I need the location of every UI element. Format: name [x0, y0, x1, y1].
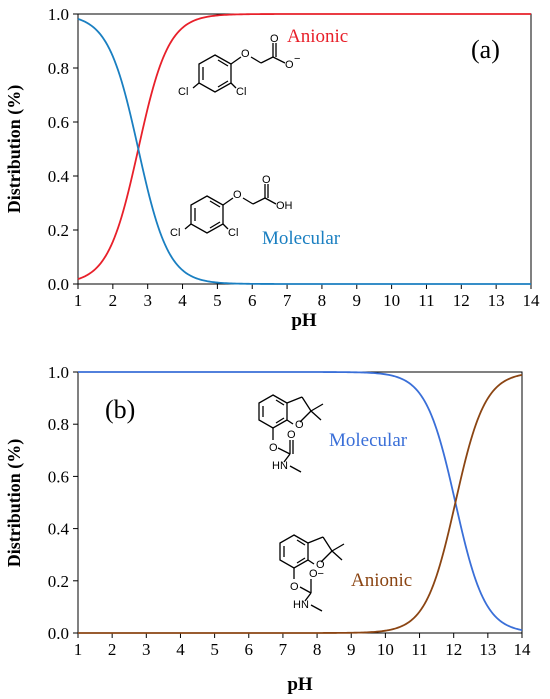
ticks-a: 1 2 3 4 5 6 7 8 9 10 11 12 13 140.00.20.40.60.81.0	[48, 5, 540, 310]
x-tick-label: 12	[453, 291, 470, 310]
atom-label: OH	[276, 200, 293, 212]
x-tick-label: 12	[445, 640, 462, 659]
x-axis-label-b: pH	[287, 674, 313, 695]
y-tick-label: 0.6	[48, 467, 69, 486]
y-tick-label: 0.2	[48, 221, 69, 240]
atom-label: O	[295, 419, 304, 431]
series-label-molecular-a: Molecular	[262, 228, 341, 249]
x-tick-label: 1	[74, 291, 83, 310]
x-tick-label: 1	[74, 640, 83, 659]
x-axis-label-a: pH	[291, 310, 317, 331]
x-tick-label: 6	[248, 291, 257, 310]
x-tick-label: 5	[210, 640, 219, 659]
x-tick-label: 3	[143, 291, 152, 310]
x-tick-label: 11	[411, 640, 427, 659]
atom-label: Cl	[178, 86, 188, 98]
atom-label: Cl	[228, 227, 238, 239]
y-tick-label: 1.0	[48, 363, 69, 382]
x-tick-label: 7	[283, 291, 292, 310]
series-line-molecular-b	[78, 371, 523, 631]
x-tick-label: 13	[488, 291, 505, 310]
atom-label: O	[233, 189, 242, 201]
structure-molecular-a: O O OH Cl Cl	[170, 174, 293, 239]
x-tick-label: 6	[245, 640, 254, 659]
y-tick-label: 0.0	[48, 275, 69, 294]
x-tick-label: 13	[479, 640, 496, 659]
y-tick-label: 1.0	[48, 5, 69, 24]
atom-label: O	[290, 581, 299, 593]
chart-b: 1 2 3 4 5 6 7 8 9 10 11 12 13 140.00.20.40.60.81.0 (b…	[4, 363, 531, 695]
atom-label: O	[316, 559, 325, 571]
series-line-anionic-a	[77, 13, 531, 280]
chart-a: 1 2 3 4 5 6 7 8 9 10 11 12 13 140.00.20.40.60.81.0 (a…	[4, 5, 540, 331]
y-tick-label: 0.8	[48, 59, 69, 78]
y-axis-label-b: Distribution (%)	[4, 439, 25, 568]
atom-charge: O−	[309, 568, 324, 580]
y-tick-label: 0.0	[48, 624, 69, 643]
x-tick-label: 10	[383, 291, 400, 310]
x-tick-label: 7	[279, 640, 288, 659]
structure-anionic-a: O O O − Cl Cl	[178, 33, 300, 98]
atom-label: Cl	[236, 86, 246, 98]
x-tick-label: 14	[514, 640, 532, 659]
y-tick-label: 0.2	[48, 572, 69, 591]
x-tick-label: 4	[178, 291, 187, 310]
atom-label: HN	[293, 599, 309, 611]
x-tick-label: 4	[176, 640, 185, 659]
x-tick-label: 9	[353, 291, 362, 310]
series-line-molecular-a	[77, 18, 531, 285]
series-label-anionic-a: Anionic	[287, 26, 348, 47]
y-tick-label: 0.4	[48, 167, 70, 186]
structure-anionic-b: O O O− HN	[279, 534, 345, 612]
x-tick-label: 5	[213, 291, 222, 310]
x-tick-label: 8	[313, 640, 322, 659]
atom-label: Cl	[170, 227, 180, 239]
y-tick-label: 0.8	[48, 415, 69, 434]
atom-label: O	[287, 429, 296, 441]
y-tick-label: 0.4	[48, 520, 70, 539]
x-tick-label: 14	[523, 291, 541, 310]
panel-label-b: (b)	[105, 395, 135, 424]
atom-charge: −	[294, 53, 300, 65]
atom-label: O	[269, 442, 278, 454]
ticks-b: 1 2 3 4 5 6 7 8 9 10 11 12 13 140.00.20.40.60.81.0	[48, 363, 531, 659]
y-tick-label: 0.6	[48, 113, 69, 132]
x-tick-label: 9	[347, 640, 356, 659]
x-tick-label: 3	[142, 640, 151, 659]
x-tick-label: 11	[418, 291, 434, 310]
series-label-anionic-b: Anionic	[351, 570, 412, 591]
atom-label: O	[241, 48, 250, 60]
atom-label: O	[270, 33, 279, 45]
series-lines-a	[77, 13, 531, 285]
atom-label: O	[262, 174, 271, 186]
series-lines-b	[78, 371, 523, 634]
x-tick-label: 2	[109, 291, 118, 310]
atom-label: O	[285, 59, 294, 71]
x-tick-label: 8	[318, 291, 327, 310]
structure-molecular-b: O O O HN	[258, 394, 324, 473]
series-label-molecular-b: Molecular	[329, 430, 408, 451]
panel-label-a: (a)	[471, 35, 500, 64]
y-axis-label-a: Distribution (%)	[4, 85, 25, 214]
atom-label: HN	[272, 460, 288, 472]
series-line-anionic-b	[78, 374, 523, 634]
x-tick-label: 2	[108, 640, 117, 659]
x-tick-label: 10	[377, 640, 394, 659]
